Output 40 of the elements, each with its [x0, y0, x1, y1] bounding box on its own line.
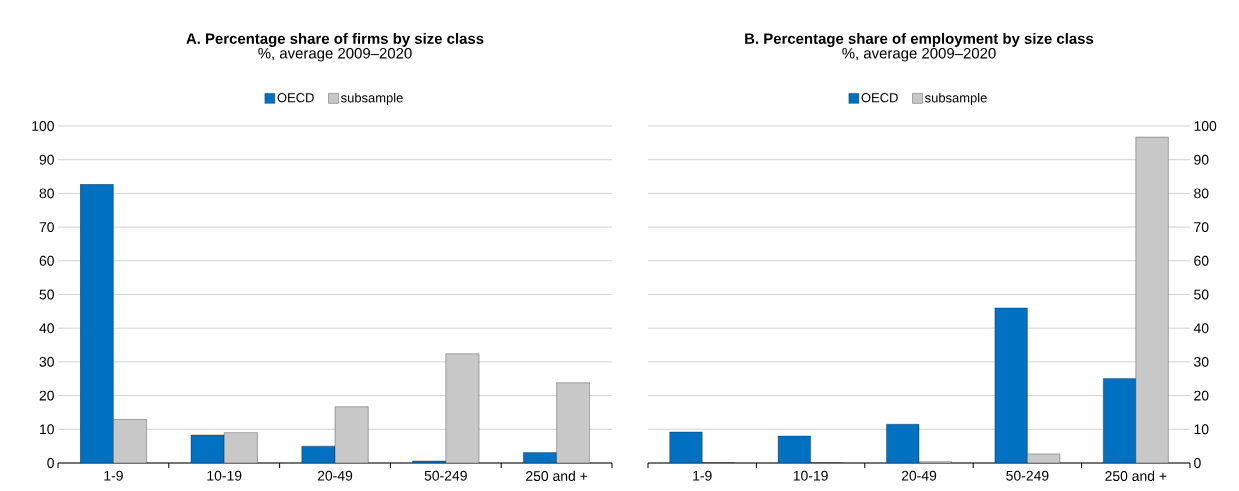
y2-tick-label: 60: [1194, 255, 1209, 266]
x-tick-label: 10-19: [207, 470, 242, 481]
y2-tick-label: 10: [1194, 424, 1209, 435]
chart-title: A. Percentage share of firms by size class: [186, 32, 484, 47]
y-tick-label: 40: [39, 323, 54, 334]
y-tick-label: 20: [39, 390, 54, 401]
y2-tick-label: 70: [1194, 222, 1209, 233]
x-tick-label: 250 and +: [526, 470, 588, 481]
y2-tick-label: 20: [1194, 390, 1209, 401]
x-tick-label: 250 and +: [1105, 470, 1167, 481]
y-tick-label: 0: [47, 458, 54, 468]
y2-tick-label: 50: [1194, 289, 1209, 300]
y-tick-label: 60: [39, 255, 54, 266]
y2-tick-label: 90: [1194, 154, 1209, 165]
y-tick-label: 80: [39, 188, 54, 199]
chart-title: B. Percentage share of employment by size class: [745, 32, 1094, 47]
x-tick-label: 1-9: [104, 470, 123, 481]
x-tick-label: 50-249: [1006, 470, 1049, 481]
y2-tick-label: 30: [1194, 356, 1209, 367]
y-tick-label: 50: [39, 289, 54, 300]
chart-subtitle: %, average 2009–2020: [258, 47, 412, 62]
y-tick-label: 90: [39, 154, 54, 165]
x-tick-label: 20-49: [901, 470, 937, 481]
y-tick-label: 10: [40, 424, 54, 435]
chart-subtitle: %, average 2009–2020: [842, 47, 996, 62]
y2-tick-label: 40: [1193, 323, 1209, 334]
legend-label: OECD: [277, 93, 314, 103]
x-tick-label: 50-249: [424, 470, 467, 481]
y2-tick-label: 0: [1194, 458, 1201, 468]
x-tick-label: 1-9: [693, 470, 712, 481]
y-tick-label: 30: [39, 356, 54, 367]
legend-label: subsample: [341, 92, 403, 105]
y-tick-label: 70: [39, 222, 54, 233]
x-tick-label: 20-49: [317, 470, 353, 481]
x-tick-label: 10-19: [793, 470, 828, 481]
y2-tick-label: 80: [1194, 188, 1209, 199]
y-tick-label: 100: [32, 121, 54, 131]
legend-label: subsample: [925, 92, 987, 105]
legend-label: OECD: [861, 93, 898, 103]
y2-tick-label: 100: [1194, 121, 1217, 131]
